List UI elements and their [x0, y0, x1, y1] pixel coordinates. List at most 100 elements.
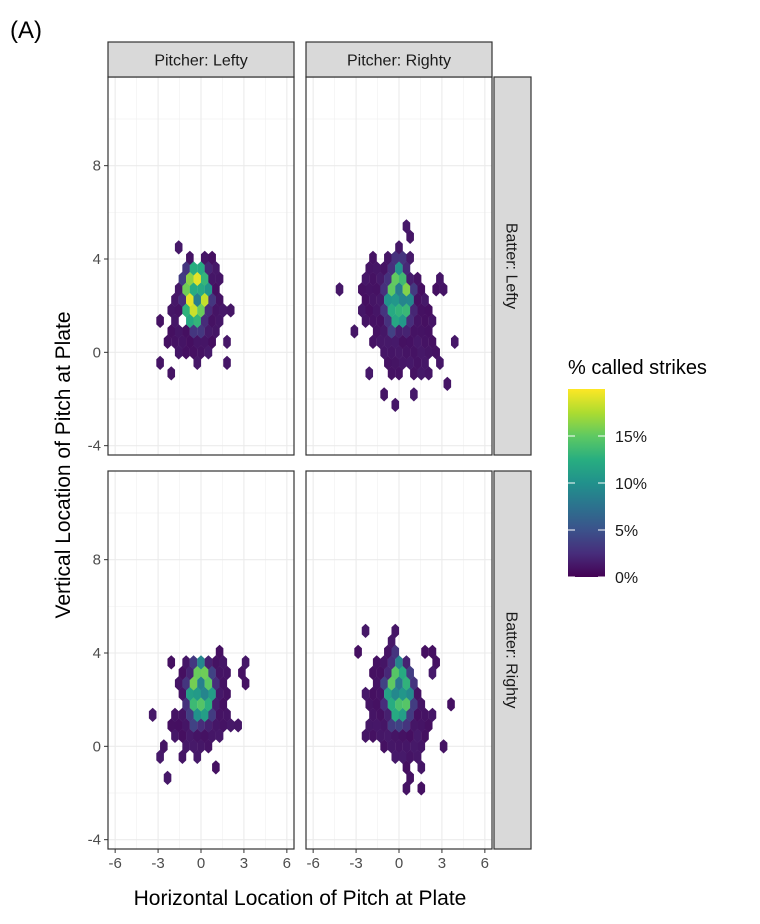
hexbin-cell — [417, 781, 426, 796]
hexbin-cell — [200, 334, 209, 349]
hexbin-cell — [376, 728, 385, 743]
hexbin-cell — [171, 313, 179, 328]
hexbin-cell — [219, 697, 228, 712]
hexbin-cell — [410, 676, 418, 691]
hexbin-cell — [421, 334, 429, 349]
hexbin-cell — [212, 697, 220, 712]
x-tick-label: -6 — [306, 855, 319, 872]
hexbin-cell — [432, 655, 440, 670]
hexbin-cell — [391, 355, 400, 370]
hexbin-cell — [424, 345, 433, 360]
hexbin-cell — [406, 313, 414, 328]
hexbin-cell — [189, 697, 198, 712]
hexbin-cell — [402, 345, 411, 360]
hexbin-cell — [439, 739, 448, 754]
hexbin-cell — [171, 728, 179, 743]
hexbin-cell — [189, 739, 198, 754]
hexbin-cell — [193, 355, 202, 370]
x-tick-label: -3 — [151, 855, 164, 872]
hexbin-cell — [406, 334, 414, 349]
hexbin-cell — [369, 728, 377, 743]
hexbin-cell — [395, 282, 403, 297]
hexbin-cell — [398, 313, 407, 328]
hexbin-cell — [380, 697, 388, 712]
hexbin-cell — [186, 686, 194, 701]
hexbin-cell — [380, 739, 388, 754]
hexbin-cell — [406, 770, 414, 785]
column-strip-box — [107, 41, 295, 78]
hexbin-cell — [417, 303, 426, 318]
hexbin-cell — [361, 313, 370, 328]
row-strip-label: Batter: Lefty — [503, 223, 520, 309]
hexbin-cell — [398, 292, 407, 307]
hexbin-cell — [395, 655, 403, 670]
hexbin-cell — [361, 292, 370, 307]
hexbin-cell — [410, 282, 418, 297]
hexbin-cell — [204, 324, 213, 339]
hexbin-cell — [193, 749, 202, 764]
hexbin-cell — [171, 292, 179, 307]
hexbin-cell — [178, 271, 187, 286]
hexbin-cell — [212, 324, 220, 339]
hexbin-cell — [369, 665, 377, 680]
hexbin-cell — [365, 261, 374, 276]
strips-layer: Pitcher: Lefty Pitcher: Righty Batter: Lef… — [107, 41, 532, 850]
hexbin-cell — [174, 676, 183, 691]
hexbin-cell — [432, 345, 440, 360]
hexbin-cell — [178, 334, 187, 349]
hexbin-cell — [428, 707, 437, 722]
hexbin-cell — [410, 366, 418, 381]
hexbin-cell — [361, 728, 370, 743]
x-tick-label: 3 — [240, 855, 248, 872]
hexbin-cell — [391, 271, 400, 286]
hexbin-cell — [193, 271, 202, 286]
hexbin-cell — [215, 686, 224, 701]
y-tick-label: 4 — [93, 645, 101, 662]
hexbin-cell — [395, 324, 403, 339]
hexbin-cell — [395, 345, 403, 360]
hexbin-cell — [369, 292, 377, 307]
row-strip-box — [493, 76, 532, 456]
hexbin-cell — [376, 665, 385, 680]
hexbin-cell — [450, 334, 459, 349]
hexbin-cell — [186, 728, 194, 743]
hexbin-cell — [200, 250, 209, 265]
hexbin-cell — [186, 665, 194, 680]
hexbin-cell — [395, 366, 403, 381]
panels-layer — [107, 76, 493, 850]
hexbin-cell — [406, 665, 414, 680]
hexbin-cell — [398, 728, 407, 743]
hexbin-cell — [182, 345, 190, 360]
hexbin-cell — [241, 655, 250, 670]
legend-tick-label: 5% — [615, 523, 638, 540]
hexbin-cell — [410, 718, 418, 733]
panel-lefty-pitcher-righty-batter — [107, 470, 295, 850]
x-tick-label: -3 — [349, 855, 362, 872]
hexbin-cell — [384, 271, 392, 286]
hexbin-layer — [156, 240, 235, 381]
hexbin-cell — [189, 282, 198, 297]
hexbin-cell — [398, 271, 407, 286]
hexbin-cell — [208, 334, 216, 349]
hexbin-cell — [372, 655, 381, 670]
hexbin-cell — [384, 686, 392, 701]
hexbin-cell — [178, 728, 187, 743]
x-tick-label: 0 — [197, 855, 205, 872]
hexbin-cell — [223, 334, 231, 349]
row-strip-label: Batter: Righty — [503, 612, 520, 709]
hexbin-cell — [384, 728, 392, 743]
hexbin-cell — [178, 686, 187, 701]
hexbin-cell — [395, 739, 403, 754]
hexbin-cell — [200, 707, 209, 722]
hexbin-cell — [197, 282, 205, 297]
hexbin-cell — [197, 655, 205, 670]
hexbin-cell — [174, 345, 183, 360]
hexbin-cell — [204, 697, 213, 712]
hexbin-cell — [372, 261, 381, 276]
hexbin-cell — [395, 718, 403, 733]
hexbin-cell — [391, 623, 400, 638]
hexbin-cell — [182, 676, 190, 691]
hexbin-cell — [410, 387, 418, 402]
hexbin-cell — [226, 718, 235, 733]
hexbin-cell — [402, 261, 411, 276]
